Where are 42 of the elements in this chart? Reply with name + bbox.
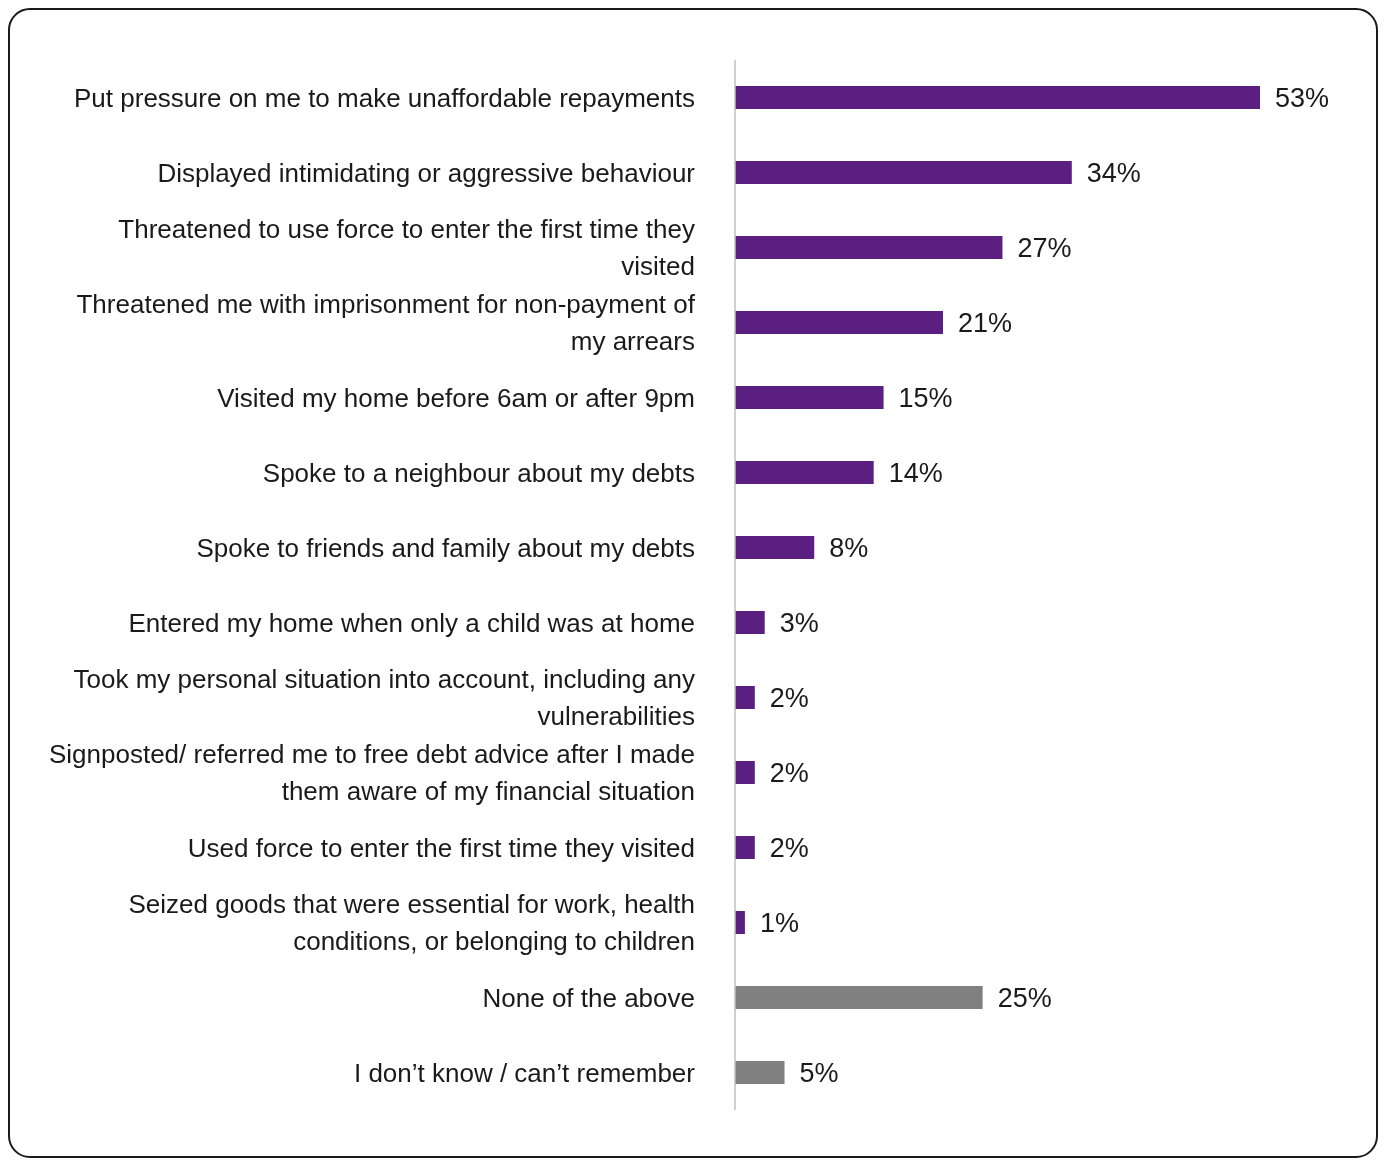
y-tick-label: Used force to enter the first time they visited [187,832,695,863]
bar [735,461,874,484]
bar [735,386,884,409]
data-label: 2% [769,683,809,714]
y-tick-label: Spoke to friends and family about my debts [196,532,695,563]
bar [735,986,983,1009]
data-label: 2% [769,758,809,789]
y-tick-label: Spoke to a neighbour about my debts [262,457,695,488]
y-tick-label: Displayed intimidating or aggressive behaviour [157,157,696,188]
data-label: 3% [779,608,819,639]
data-label: 21% [958,308,1013,339]
y-tick-label: Took my personal situation into account, including any vulnerabilities [73,664,695,731]
y-tick-label: Signposted/ referred me to free debt advice after I made them aware of my financial situation [48,739,695,806]
data-label: 1% [759,908,799,939]
bar [735,86,1260,109]
bar [735,611,765,634]
data-label: 14% [888,458,943,489]
data-label: 15% [898,383,953,414]
data-label: 5% [799,1058,839,1089]
bar [735,536,815,559]
bar [735,836,755,859]
data-label: 27% [1017,233,1072,264]
data-label: 53% [1275,83,1330,114]
data-label: 34% [1086,158,1141,189]
y-tick-label: Threatened to use force to enter the first time they visited [118,214,695,281]
bar [735,236,1003,259]
y-tick-label: Put pressure on me to make unaffordable repayments [74,82,695,113]
bar [735,1061,785,1084]
y-tick-label: Seized goods that were essential for work, health conditions, or belonging to children [128,889,695,956]
bar [735,686,755,709]
bar [735,311,944,334]
data-label: 2% [769,833,809,864]
bar [735,911,745,934]
y-tick-label: Threatened me with imprisonment for non-payment of my arrears [76,289,696,356]
y-tick-label: Visited my home before 6am or after 9pm [217,382,695,413]
bar [735,161,1072,184]
data-label: 8% [829,533,869,564]
y-tick-label: I don’t know / can’t remember [353,1057,696,1088]
data-label: 25% [997,983,1052,1014]
y-tick-label: None of the above [482,982,695,1013]
y-tick-label: Entered my home when only a child was at home [128,607,695,638]
bar [735,761,755,784]
